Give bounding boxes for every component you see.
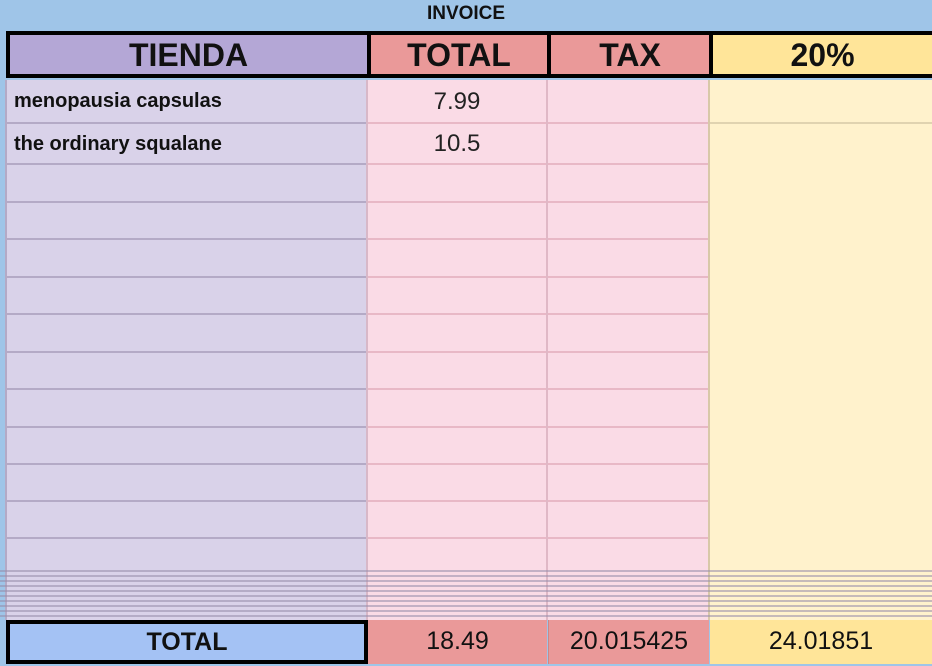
row-divider bbox=[367, 463, 709, 465]
row-divider bbox=[367, 426, 709, 428]
row-1-total[interactable]: 7.99 bbox=[433, 88, 481, 115]
row-divider bbox=[6, 500, 367, 502]
column-divider bbox=[5, 80, 7, 620]
row-divider bbox=[367, 238, 709, 240]
row-divider bbox=[6, 313, 367, 315]
row-divider bbox=[367, 500, 709, 502]
row-divider bbox=[6, 276, 367, 278]
row-divider bbox=[6, 426, 367, 428]
column-divider bbox=[708, 80, 710, 620]
sheet-title: INVOICE bbox=[426, 3, 506, 24]
column-divider bbox=[366, 80, 368, 620]
row-divider bbox=[6, 463, 367, 465]
row-divider bbox=[367, 351, 709, 353]
hidden-rows bbox=[0, 570, 932, 620]
column-divider bbox=[546, 80, 548, 620]
row-divider bbox=[6, 388, 367, 390]
row-divider bbox=[367, 276, 709, 278]
row-divider bbox=[6, 238, 367, 240]
total-label[interactable]: TOTAL bbox=[6, 620, 368, 664]
row-divider bbox=[367, 388, 709, 390]
row-divider bbox=[6, 163, 367, 165]
row-2-tienda[interactable]: the ordinary squalane bbox=[14, 133, 222, 155]
row-divider bbox=[6, 201, 367, 203]
total-tax[interactable]: 20.015425 bbox=[548, 620, 709, 664]
row-1-tienda[interactable]: menopausia capsulas bbox=[14, 90, 222, 112]
header-tax[interactable]: TAX bbox=[547, 31, 713, 78]
pct-column bbox=[709, 80, 932, 620]
row-divider bbox=[367, 313, 709, 315]
total-column bbox=[367, 80, 547, 620]
tienda-column bbox=[6, 80, 367, 620]
row-divider bbox=[6, 537, 367, 539]
row-2-total[interactable]: 10.5 bbox=[433, 130, 481, 157]
row-divider bbox=[6, 351, 367, 353]
row-divider bbox=[6, 122, 367, 124]
total-pct[interactable]: 24.01851 bbox=[710, 620, 932, 664]
row-divider bbox=[367, 163, 709, 165]
row-divider bbox=[367, 122, 709, 124]
row-divider bbox=[367, 537, 709, 539]
row-divider bbox=[709, 122, 932, 124]
header-total[interactable]: TOTAL bbox=[367, 31, 551, 78]
total-sum[interactable]: 18.49 bbox=[368, 620, 547, 664]
tax-column bbox=[547, 80, 709, 620]
header-tienda[interactable]: TIENDA bbox=[6, 31, 371, 78]
row-divider bbox=[367, 201, 709, 203]
header-pct[interactable]: 20% bbox=[709, 31, 932, 78]
